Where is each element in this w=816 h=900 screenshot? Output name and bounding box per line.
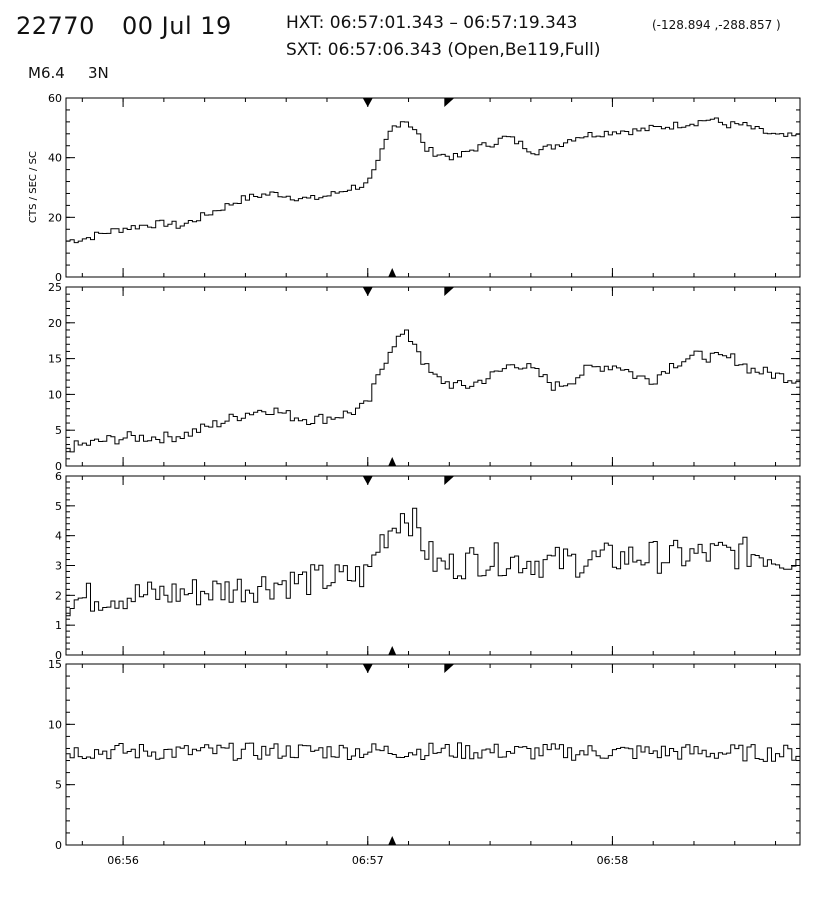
panel-4-ytick-label: 10 [48, 718, 62, 731]
panel-3-ytick-label: 1 [55, 619, 62, 632]
panel-1-sxt-marker [388, 268, 397, 277]
panel-3-ytick-label: 4 [55, 530, 62, 543]
panel-3-ytick-label: 5 [55, 500, 62, 513]
panel-4-sxt-marker [388, 836, 397, 845]
panel-1-hxt-marker [444, 98, 455, 107]
panel-4-hxt-marker [362, 664, 373, 673]
panel-2-frame [65, 286, 801, 467]
panel-2-hxt-marker [444, 287, 455, 296]
panel-4-ytick-label: 15 [48, 658, 62, 671]
panel-1-series-line [66, 117, 800, 244]
panel-4-frame [65, 663, 801, 846]
x-tick-label: 06:57 [352, 854, 384, 867]
panel-2-hxt-marker [362, 287, 373, 296]
sxt-info: SXT: 06:57:06.343 (Open,Be119,Full) [286, 40, 601, 60]
panel-4-hxt-marker [444, 664, 455, 673]
panel-4-ytick-label: 0 [55, 839, 62, 852]
panel-3-ytick-label: 2 [55, 589, 62, 602]
panel-1-ytick-label: 60 [48, 92, 62, 105]
panel-2-ytick-label: 25 [48, 281, 62, 294]
panel-2-sxt-marker [388, 457, 397, 466]
panel-4-series-line [66, 742, 800, 762]
panel-3-sxt-marker [388, 646, 397, 655]
panel-3-hxt-marker [362, 476, 373, 485]
observation-date: 00 Jul 19 [122, 12, 232, 40]
flare-class: M6.4 [28, 64, 65, 82]
hxt-time-range: HXT: 06:57:01.343 – 06:57:19.343 [286, 13, 578, 33]
flare-location: 3N [88, 64, 109, 82]
panel-2-ytick-label: 20 [48, 317, 62, 330]
panel-3-ytick-label: 0 [55, 649, 62, 662]
x-tick-label: 06:56 [107, 854, 139, 867]
panel-3-hxt-marker [444, 476, 455, 485]
hxt-coordinates: (-128.894 ,-288.857 ) [652, 18, 781, 32]
panel-1-ytick-label: 40 [48, 152, 62, 165]
panel-1-ytick-label: 0 [55, 271, 62, 284]
event-number: 22770 [16, 12, 95, 40]
panel-2-ytick-label: 15 [48, 353, 62, 366]
panel-4-ytick-label: 5 [55, 779, 62, 792]
panel-1-ytick-label: 20 [48, 211, 62, 224]
panel-3-series-line [66, 507, 800, 617]
panel-2-ytick-label: 5 [55, 424, 62, 437]
panel-3-ytick-label: 3 [55, 560, 62, 573]
panel-1-hxt-marker [362, 98, 373, 107]
panel-1-frame [65, 97, 801, 278]
panel-2-ytick-label: 0 [55, 460, 62, 473]
y-axis-label: CTS / SEC / SC [28, 151, 39, 223]
panel-2-series-line [66, 329, 800, 453]
panel-2-ytick-label: 10 [48, 388, 62, 401]
panel-3-ytick-label: 6 [55, 470, 62, 483]
x-tick-label: 06:58 [597, 854, 629, 867]
